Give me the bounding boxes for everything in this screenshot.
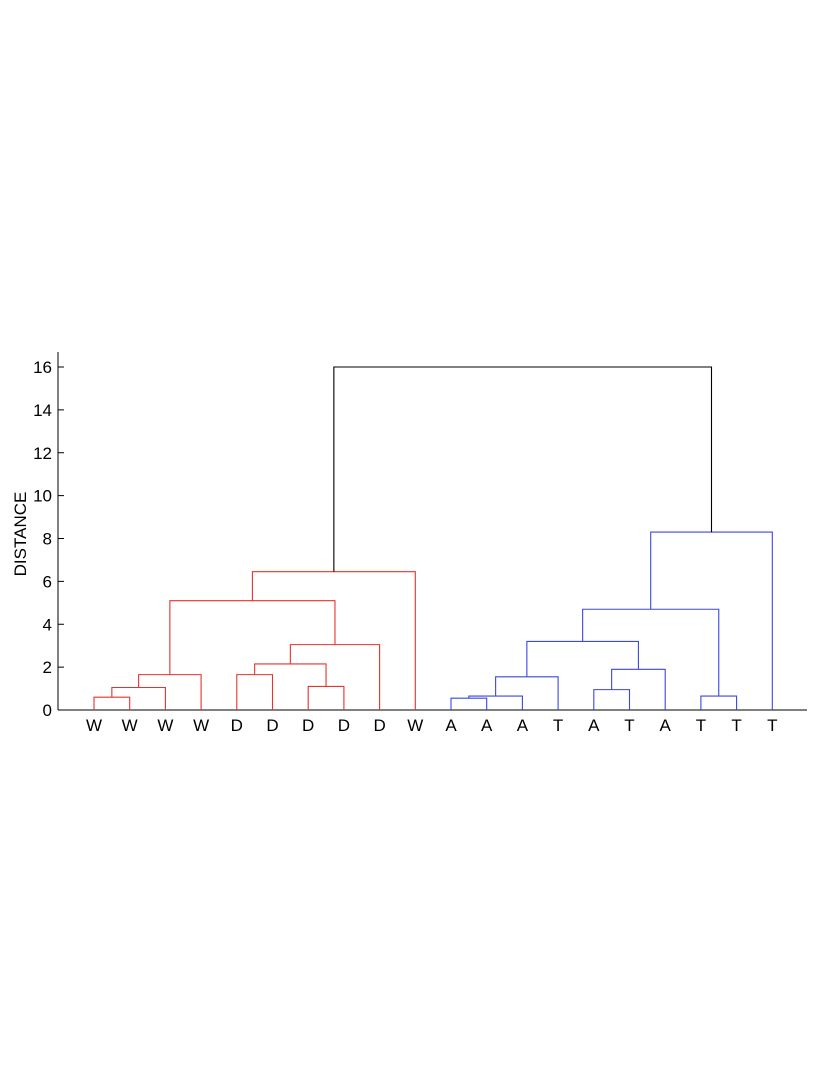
y-ticks: 0 2 4 6 8 10 12 14 16	[33, 358, 64, 720]
leaf-label: A	[660, 716, 672, 735]
y-tick-label: 10	[33, 487, 52, 506]
dendrogram-link-cluster-2	[593, 689, 631, 710]
leaf-label: D	[266, 716, 278, 735]
y-tick-label: 0	[43, 701, 52, 720]
leaf-label: D	[302, 716, 314, 735]
leaf-label: T	[553, 716, 563, 735]
leaf-label: T	[767, 716, 777, 735]
leaf-label: W	[193, 716, 209, 735]
dendrogram-link-cluster-1	[289, 644, 381, 710]
y-tick-label: 12	[33, 444, 52, 463]
dendrogram-link-cluster-1	[93, 696, 131, 710]
dendrogram-link-root	[333, 366, 713, 572]
leaf-label: W	[122, 716, 138, 735]
leaf-label: W	[407, 716, 423, 735]
dendrogram-links	[93, 366, 773, 710]
leaf-label: D	[231, 716, 243, 735]
dendrogram-link-cluster-2	[582, 608, 720, 697]
dendrogram-link-cluster-2	[450, 697, 488, 710]
dendrogram-link-cluster-1	[138, 674, 202, 710]
dendrogram-link-cluster-1	[169, 600, 336, 675]
y-axis-title: DISTANCE	[11, 492, 30, 577]
y-tick-label: 6	[43, 572, 52, 591]
dendrogram-link-cluster-2	[468, 695, 523, 710]
y-tick-label: 16	[33, 358, 52, 377]
leaf-label: T	[696, 716, 706, 735]
y-tick-label: 2	[43, 658, 52, 677]
leaf-label: A	[481, 716, 493, 735]
leaf-label: W	[86, 716, 102, 735]
y-tick-label: 4	[43, 615, 52, 634]
dendrogram-link-cluster-1	[111, 686, 166, 710]
dendrogram-link-cluster-2	[526, 640, 639, 677]
leaf-label: T	[624, 716, 634, 735]
dendrogram-link-cluster-1	[236, 674, 274, 710]
dendrogram-link-cluster-1	[307, 685, 345, 710]
dendrogram-link-cluster-2	[650, 531, 773, 710]
dendrogram-link-cluster-2	[700, 695, 738, 710]
leaf-label: A	[517, 716, 529, 735]
dendrogram-link-cluster-2	[495, 676, 559, 710]
dendrogram-link-cluster-1	[251, 571, 416, 710]
leaf-label: D	[338, 716, 350, 735]
axes	[57, 352, 807, 711]
y-tick-label: 8	[43, 530, 52, 549]
y-tick-label: 14	[33, 401, 52, 420]
leaf-label: D	[373, 716, 385, 735]
leaf-label: A	[445, 716, 457, 735]
leaf-label: A	[588, 716, 600, 735]
dendrogram-link-cluster-2	[611, 668, 666, 710]
leaf-label: T	[731, 716, 741, 735]
leaf-label: W	[157, 716, 173, 735]
